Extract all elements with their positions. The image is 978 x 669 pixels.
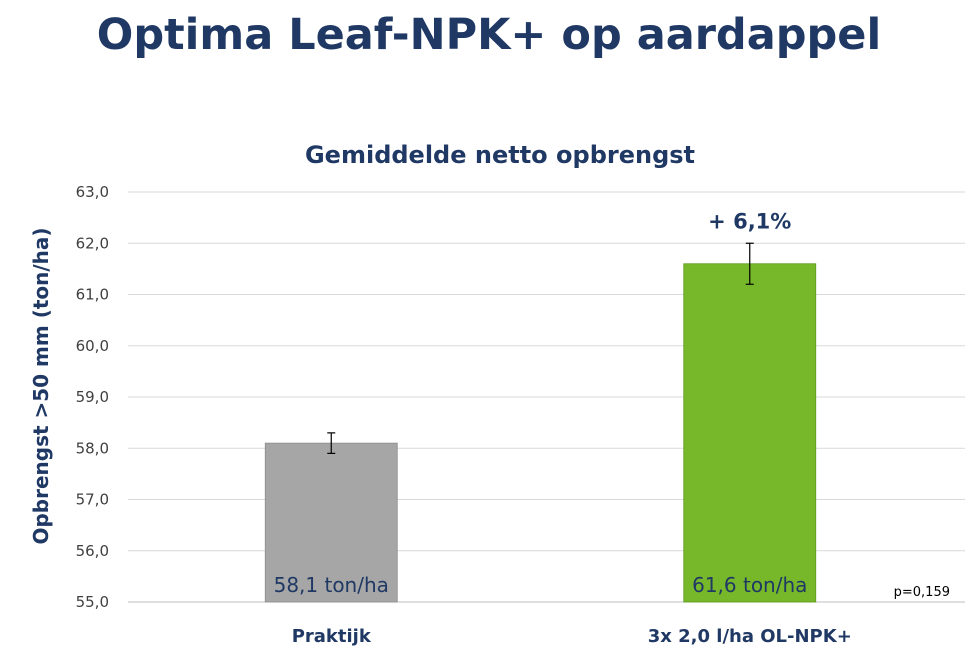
- error-bar: [327, 432, 336, 454]
- y-tick-label: 55,0: [76, 593, 109, 611]
- bar-praktijk: [264, 442, 398, 603]
- y-tick-label: 62,0: [76, 234, 109, 252]
- y-axis-ticks: 55,0 56,0 57,0 58,0 59,0 60,0 61,0 62,0 63,0: [76, 183, 109, 611]
- error-bars: [327, 242, 754, 454]
- y-tick-label: 61,0: [76, 286, 109, 304]
- y-tick-label: 60,0: [76, 337, 109, 355]
- x-axis-ticks: Praktijk 3x 2,0 l/ha OL-NPK+: [292, 626, 852, 647]
- error-bar: [745, 242, 754, 285]
- y-tick-label: 59,0: [76, 388, 109, 406]
- p-value-annotation: p=0,159: [894, 585, 950, 600]
- chart-title: Gemiddelde netto opbrengst: [305, 141, 695, 169]
- x-tick-label: Praktijk: [292, 626, 372, 647]
- bar-ol-npk: [683, 263, 817, 603]
- page-title: Optima Leaf-NPK+ op aardappel: [96, 10, 882, 60]
- y-tick-label: 58,0: [76, 439, 109, 457]
- data-labels: 58,1 ton/ha 61,6 ton/ha: [274, 573, 808, 597]
- bar-data-label: 58,1 ton/ha: [274, 573, 389, 597]
- y-tick-label: 56,0: [76, 542, 109, 560]
- x-tick-label: 3x 2,0 l/ha OL-NPK+: [648, 626, 852, 647]
- gridlines: [128, 191, 965, 603]
- y-tick-label: 57,0: [76, 491, 109, 509]
- bar-data-label: 61,6 ton/ha: [692, 573, 807, 597]
- bars: [264, 263, 817, 603]
- y-tick-label: 63,0: [76, 183, 109, 201]
- increase-annotation: + 6,1%: [708, 209, 791, 233]
- y-axis-label: Opbrengst >50 mm (ton/ha): [29, 227, 53, 544]
